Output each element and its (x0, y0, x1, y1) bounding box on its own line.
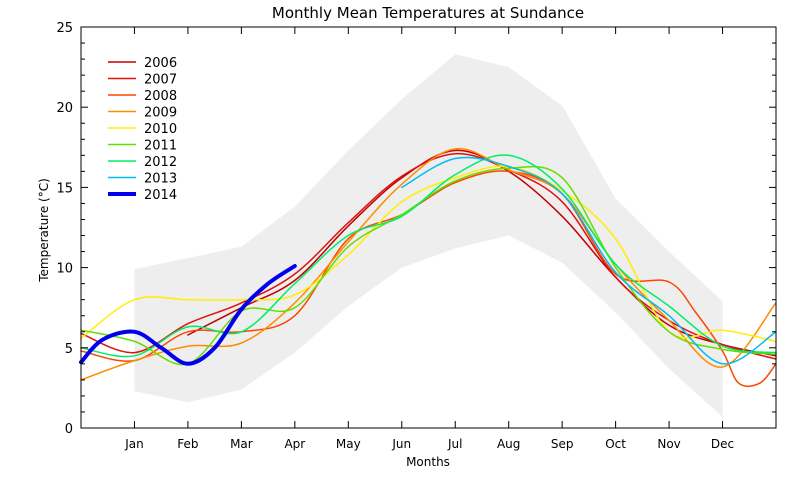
series-line-2013 (401, 156, 777, 365)
series-line-2010 (80, 165, 777, 343)
legend-label-2014: 2014 (144, 188, 177, 203)
series-line-2014 (79, 264, 297, 366)
legend-label-2010: 2010 (144, 122, 177, 137)
x-tick-label-Nov: Nov (657, 437, 680, 451)
series-line-2009 (80, 148, 777, 381)
x-tick-label-Jan: Jan (124, 437, 144, 451)
legend-label-2011: 2011 (144, 139, 177, 154)
temperature-range-band (134, 54, 723, 417)
x-tick-label-Aug: Aug (497, 437, 520, 451)
range-band-area (134, 54, 723, 417)
y-tick-label-25: 25 (56, 21, 73, 36)
legend-label-2006: 2006 (144, 56, 177, 71)
series-lines (79, 148, 777, 388)
chart-title: Monthly Mean Temperatures at Sundance (272, 4, 584, 22)
axis-ticks: 0 5 10 15 20 25 Jan Feb Mar Apr May Jun Jul Aug Sep Oct… (56, 21, 776, 451)
y-axis-label: Temperature (°C) (37, 178, 51, 283)
legend-label-2012: 2012 (144, 155, 177, 170)
x-tick-label-Jun: Jun (391, 437, 411, 451)
x-tick-label-Oct: Oct (605, 437, 626, 451)
plot-frame (80, 26, 777, 429)
y-tick-label-0: 0 (65, 422, 73, 437)
x-tick-label-Dec: Dec (711, 437, 734, 451)
x-tick-label-May: May (336, 437, 361, 451)
x-tick-label-Apr: Apr (284, 437, 305, 451)
plot-axes (80, 26, 777, 429)
y-tick-label-10: 10 (56, 262, 73, 277)
series-line-2008 (80, 170, 777, 388)
legend-label-2009: 2009 (144, 106, 177, 121)
x-tick-label-Sep: Sep (551, 437, 574, 451)
y-tick-label-20: 20 (56, 101, 73, 116)
legend-label-2007: 2007 (144, 73, 177, 88)
y-tick-label-15: 15 (56, 181, 73, 196)
x-tick-label-Feb: Feb (177, 437, 198, 451)
y-tick-label-5: 5 (65, 342, 73, 357)
x-axis-label: Months (406, 455, 450, 469)
x-tick-label-Mar: Mar (230, 437, 253, 451)
series-line-2012 (80, 154, 777, 358)
legend-label-2013: 2013 (144, 172, 177, 187)
x-tick-label-Jul: Jul (447, 437, 462, 451)
legend-label-2008: 2008 (144, 89, 177, 104)
